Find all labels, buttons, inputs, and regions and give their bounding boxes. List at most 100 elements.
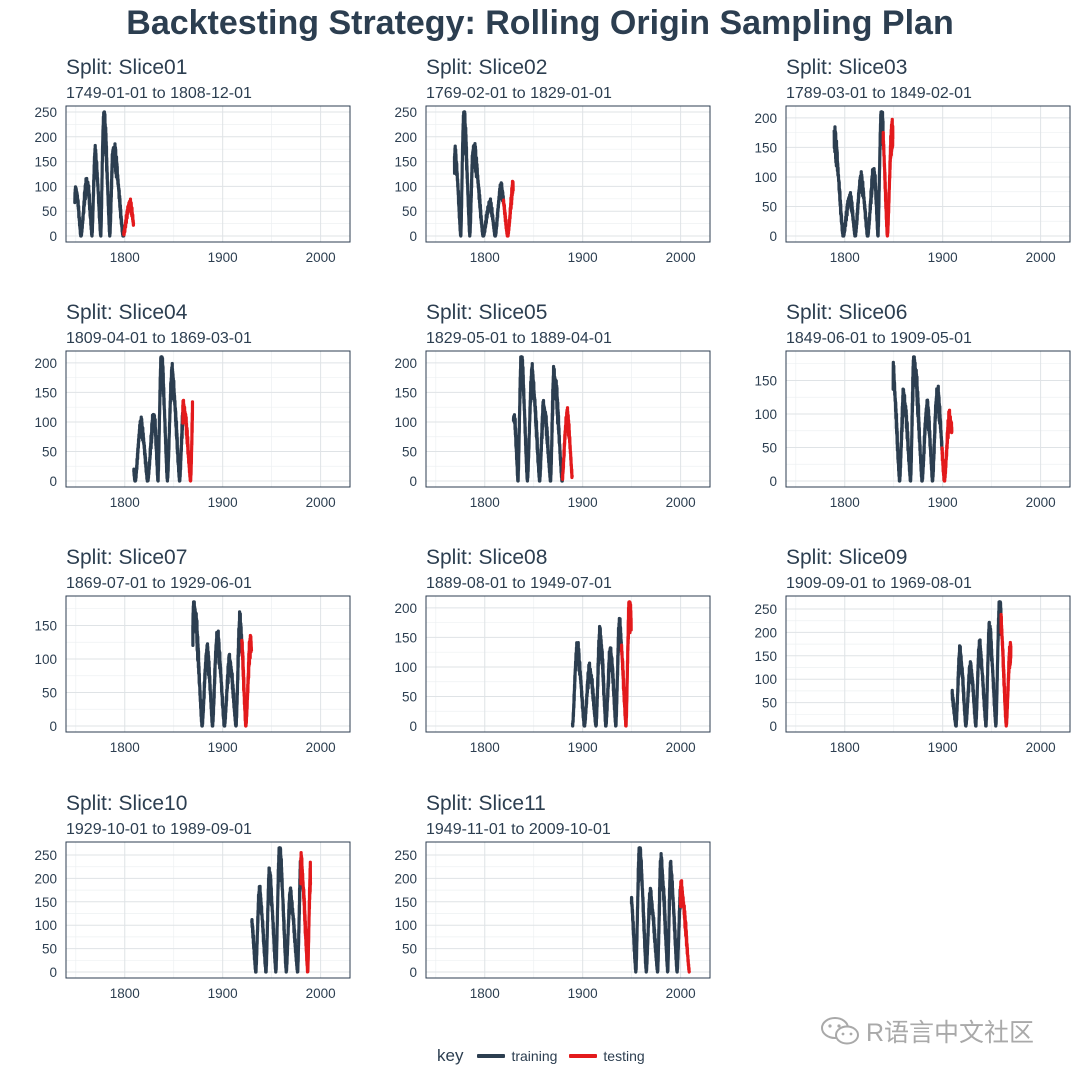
training-series-line (511, 355, 564, 483)
x-tick-label: 1900 (208, 740, 238, 755)
plot-background (786, 106, 1070, 242)
facet-subtitle: 1929-10-01 to 1989-09-01 (66, 821, 252, 838)
facet-title: Split: Slice05 (426, 301, 548, 324)
y-tick-label: 100 (394, 415, 417, 430)
legend-swatch-testing (569, 1054, 598, 1058)
plot-border (425, 105, 711, 243)
facet-title: Split: Slice08 (426, 546, 548, 569)
y-tick-label: 200 (754, 625, 777, 640)
x-tick-label: 2000 (1026, 250, 1056, 265)
y-tick-label: 150 (34, 618, 57, 633)
y-tick-label: 200 (394, 356, 417, 371)
facet-title: Split: Slice06 (786, 301, 908, 324)
y-tick-label: 150 (754, 373, 777, 388)
y-tick-label: 50 (402, 444, 417, 459)
facet-title: Split: Slice02 (426, 56, 548, 79)
x-tick-label: 1800 (110, 250, 140, 265)
x-tick-label: 1800 (110, 740, 140, 755)
x-tick-label: 2000 (1026, 740, 1056, 755)
y-tick-label: 150 (394, 155, 417, 170)
y-tick-label: 200 (394, 871, 417, 886)
y-tick-label: 100 (754, 170, 777, 185)
x-tick-label: 1900 (928, 250, 958, 265)
y-tick-label: 0 (49, 965, 57, 980)
facet-panel-8: 0 50 100 150 200 1800 1900 2000 Split: Slice08 18… (360, 490, 720, 755)
y-tick-label: 100 (754, 407, 777, 422)
y-tick-label: 150 (394, 895, 417, 910)
y-tick-label: 150 (394, 385, 417, 400)
wechat-icon (821, 1017, 859, 1045)
facet-panel-2: 0 50 100 150 200 250 1800 1900 2000 Split: Slice0… (360, 0, 720, 265)
facet-title: Split: Slice10 (66, 792, 188, 815)
facet-plot-7: 0 50 100 150 1800 1900 2000 (34, 595, 351, 755)
x-tick-label: 1800 (830, 250, 860, 265)
facet-subtitle: 1829-05-01 to 1889-04-01 (426, 330, 612, 347)
y-tick-label: 0 (769, 474, 777, 489)
facet-panel-7: 0 50 100 150 1800 1900 2000 Split: Slice07 1869-… (0, 490, 360, 755)
training-series-line (570, 616, 623, 728)
facet-plot-4: 0 50 100 150 200 1800 1900 2000 (34, 350, 351, 510)
y-tick-label: 50 (42, 685, 57, 700)
training-series-line (832, 110, 885, 238)
facet-subtitle: 1809-04-01 to 1869-03-01 (66, 330, 252, 347)
y-tick-label: 150 (754, 649, 777, 664)
y-tick-label: 0 (49, 229, 57, 244)
facet-title: Split: Slice07 (66, 546, 188, 569)
y-tick-label: 150 (34, 895, 57, 910)
x-tick-label: 1800 (470, 740, 500, 755)
legend-entry-training: training (477, 1048, 557, 1064)
y-tick-label: 250 (34, 105, 57, 120)
facet-plot-9: 0 50 100 150 200 250 1800 1900 2000 (754, 595, 1071, 755)
facet-panel-4: 0 50 100 150 200 1800 1900 2000 Split: Slice04 18… (0, 245, 360, 510)
y-tick-label: 0 (409, 474, 417, 489)
facet-panel-9: 0 50 100 150 200 250 1800 1900 2000 Split: Slice0… (720, 490, 1080, 755)
testing-series-line (999, 612, 1013, 728)
x-tick-label: 2000 (306, 250, 336, 265)
x-tick-label: 2000 (306, 986, 336, 1001)
plot-border (425, 595, 711, 733)
y-tick-label: 100 (394, 660, 417, 675)
facet-title: Split: Slice01 (66, 56, 188, 79)
training-series-line (950, 600, 1003, 728)
testing-series-line (240, 633, 254, 728)
facet-plot-2: 0 50 100 150 200 250 1800 1900 2000 (394, 105, 711, 265)
y-tick-label: 250 (394, 848, 417, 863)
testing-series-line (122, 197, 136, 237)
legend-label-training: training (511, 1048, 558, 1064)
y-tick-label: 0 (49, 474, 57, 489)
y-tick-label: 50 (762, 696, 777, 711)
x-tick-label: 1800 (110, 495, 140, 510)
testing-series-line (181, 398, 195, 483)
y-tick-label: 50 (42, 942, 57, 957)
x-tick-label: 2000 (666, 740, 696, 755)
facet-panel-10: 0 50 100 150 200 250 1800 1900 2000 Split: Slice1… (0, 736, 360, 1001)
y-tick-label: 100 (394, 918, 417, 933)
x-tick-label: 1800 (470, 250, 500, 265)
y-tick-label: 150 (34, 385, 57, 400)
y-tick-label: 50 (402, 942, 417, 957)
facet-plot-8: 0 50 100 150 200 1800 1900 2000 (394, 595, 711, 755)
y-tick-label: 100 (34, 652, 57, 667)
y-tick-label: 250 (754, 602, 777, 617)
legend-entry-testing: testing (569, 1048, 645, 1064)
plot-border (65, 595, 351, 733)
x-tick-label: 1900 (208, 986, 238, 1001)
facet-plot-10: 0 50 100 150 200 250 1800 1900 2000 (34, 841, 351, 1001)
x-tick-label: 1900 (208, 250, 238, 265)
x-tick-label: 2000 (666, 495, 696, 510)
facet-plot-3: 0 50 100 150 200 1800 1900 2000 (754, 105, 1071, 265)
testing-series-line (881, 117, 895, 238)
y-tick-label: 100 (34, 918, 57, 933)
testing-series-line (560, 406, 574, 481)
facet-plot-11: 0 50 100 150 200 250 1800 1900 2000 (394, 841, 711, 1001)
facet-subtitle: 1849-06-01 to 1909-05-01 (786, 330, 972, 347)
x-tick-label: 1800 (830, 740, 860, 755)
plot-border (425, 350, 711, 488)
x-tick-label: 1800 (110, 986, 140, 1001)
x-tick-label: 1900 (568, 495, 598, 510)
y-tick-label: 100 (754, 672, 777, 687)
facet-panel-5: 0 50 100 150 200 1800 1900 2000 Split: Slice05 18… (360, 245, 720, 510)
y-tick-label: 200 (754, 111, 777, 126)
facet-panel-1: 0 50 100 150 200 250 1800 1900 2000 Split: Slice0… (0, 0, 360, 265)
plot-background (66, 351, 350, 487)
